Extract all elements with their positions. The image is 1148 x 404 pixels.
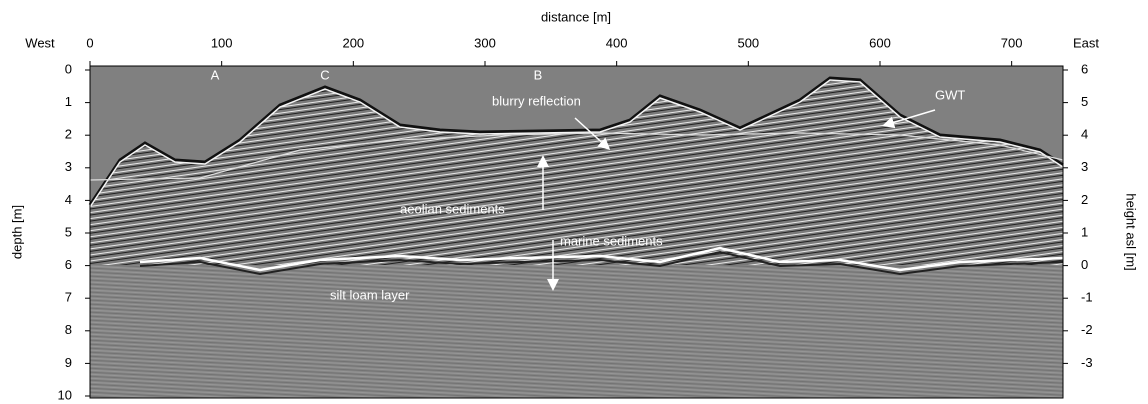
y2-tick-label: 6 xyxy=(1081,61,1088,76)
y-axis-title: depth [m] xyxy=(9,205,24,259)
annotation: marine sediments xyxy=(560,233,663,248)
annotation: GWT xyxy=(935,87,965,102)
east-label: East xyxy=(1073,35,1099,50)
radargram-image xyxy=(88,66,1064,398)
y-tick-label: 3 xyxy=(65,159,72,174)
y2-tick-label: 5 xyxy=(1081,94,1088,109)
y2-tick-label: 0 xyxy=(1081,257,1088,272)
annotation: B xyxy=(534,67,543,82)
y-tick-label: 8 xyxy=(65,322,72,337)
plot-frame xyxy=(89,65,1064,399)
y-tick-label: 1 xyxy=(65,94,72,109)
y-tick-label: 9 xyxy=(65,355,72,370)
x-tick-label: 500 xyxy=(737,35,759,50)
y2-tick-label: -3 xyxy=(1081,355,1093,370)
x-tick-label: 700 xyxy=(1001,35,1023,50)
x-tick-label: 600 xyxy=(869,35,891,50)
x-tick-label: 400 xyxy=(606,35,628,50)
annotation: A xyxy=(211,67,220,82)
y-tick-label: 4 xyxy=(65,192,72,207)
y-tick-label: 5 xyxy=(65,224,72,239)
x-axis-title: distance [m] xyxy=(541,9,611,24)
y2-tick-label: 4 xyxy=(1081,127,1088,142)
y2-tick-label: 2 xyxy=(1081,192,1088,207)
y2-tick-label: -2 xyxy=(1081,322,1093,337)
annotation: blurry reflection xyxy=(492,93,581,108)
y2-tick-label: 3 xyxy=(1081,159,1088,174)
x-tick-label: 100 xyxy=(211,35,233,50)
west-label: West xyxy=(25,35,55,50)
annotation-arrows xyxy=(537,109,936,291)
y2-tick-label: -1 xyxy=(1081,290,1093,305)
y-tick-label: 7 xyxy=(65,290,72,305)
y2-axis-title: height asl [m] xyxy=(1124,193,1139,270)
annotation: silt loam layer xyxy=(330,287,410,302)
y-tick-label: 2 xyxy=(65,127,72,142)
x-tick-label: 0 xyxy=(86,35,93,50)
x-tick-label: 300 xyxy=(474,35,496,50)
y-tick-label: 10 xyxy=(58,387,72,402)
x-tick-label: 200 xyxy=(342,35,364,50)
annotation: C xyxy=(320,67,329,82)
y-tick-label: 6 xyxy=(65,257,72,272)
y2-tick-label: 1 xyxy=(1081,224,1088,239)
annotation: aeolian sediments xyxy=(400,201,505,216)
y-tick-label: 0 xyxy=(65,61,72,76)
